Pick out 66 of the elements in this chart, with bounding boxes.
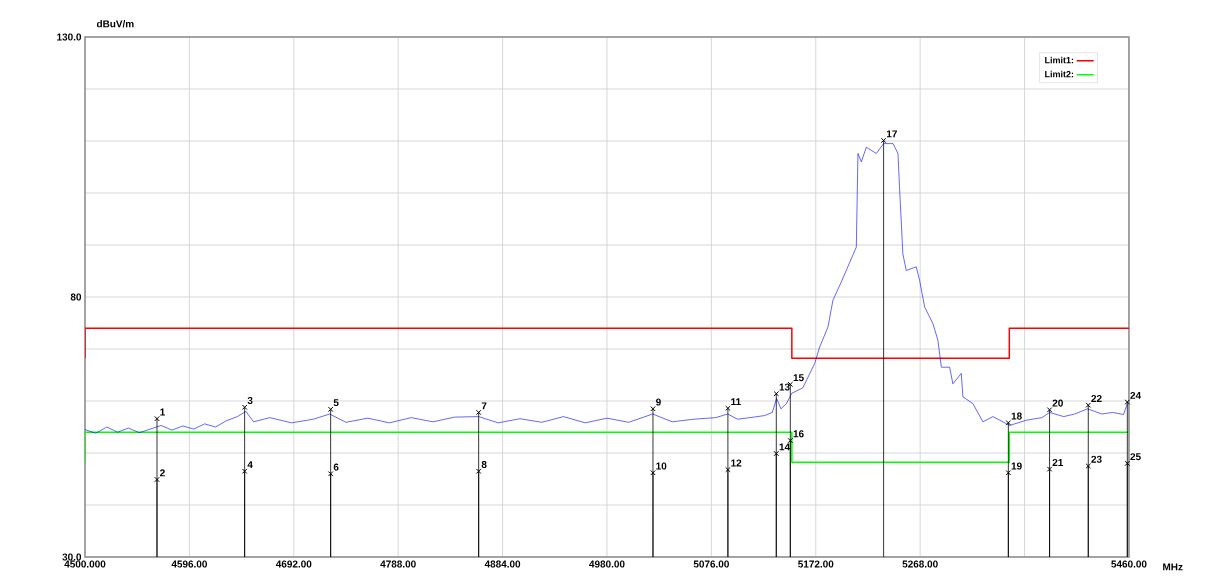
annotation: 9: [656, 398, 661, 406]
annotation: 3: [247, 396, 253, 405]
point: [327, 406, 334, 413]
point: [1005, 420, 1012, 426]
y-tick-label: 30.0: [62, 553, 82, 561]
point: [725, 466, 731, 473]
x-tick-label: 4884.00: [484, 560, 521, 568]
annotation: 6: [333, 463, 339, 471]
x-tick-label: 4500.000: [64, 560, 106, 568]
annotation: 15: [793, 374, 804, 382]
annotation: 22: [1091, 395, 1102, 402]
x-tick-label: 5460.00: [1111, 560, 1147, 568]
point: [241, 404, 248, 410]
y-axis-title: dBuV/m: [96, 20, 134, 28]
point: [241, 468, 248, 474]
legend-label: Limit2:: [1045, 70, 1074, 78]
point: [650, 470, 656, 476]
point: [327, 471, 334, 477]
annotation: 4: [247, 461, 253, 468]
point: [1085, 463, 1092, 469]
point: [475, 409, 482, 416]
annotation: 23: [1091, 455, 1102, 463]
annotation: 1: [160, 408, 165, 416]
point: [1005, 470, 1012, 476]
x-tick-label: 5076.00: [693, 560, 729, 568]
annotation: 24: [1130, 391, 1142, 399]
point: [475, 468, 482, 474]
point: [880, 137, 887, 144]
annotation: 19: [1011, 462, 1022, 470]
point: [773, 450, 780, 457]
annotation: 14: [779, 443, 791, 451]
y-tick-label: 130.0: [57, 33, 82, 41]
annotation: 5: [333, 399, 339, 407]
point: [1085, 402, 1092, 408]
x-tick-label: 4788.00: [380, 560, 416, 568]
annotation: 17: [886, 130, 897, 138]
annotation: 11: [731, 398, 741, 406]
annotation: 8: [481, 460, 487, 468]
point: [725, 405, 731, 412]
x-axis-title: MHz: [1163, 563, 1183, 571]
point: [787, 437, 794, 444]
point: [773, 390, 780, 397]
annotation: 12: [731, 459, 742, 467]
point: [650, 406, 656, 412]
x-tick-label: 4692.00: [275, 560, 312, 568]
point: [154, 476, 160, 483]
annotation: 21: [1052, 458, 1064, 466]
annotation: 13: [779, 383, 790, 391]
point: [154, 415, 160, 422]
point: [1046, 466, 1053, 472]
annotation: 18: [1011, 412, 1022, 420]
annotation: 25: [1130, 453, 1141, 461]
x-tick-label: 4596.00: [171, 560, 207, 568]
annotation: 2: [160, 469, 165, 477]
x-tick-label: 5268.00: [902, 560, 938, 568]
annotation: 10: [656, 462, 667, 470]
annotation: 20: [1052, 399, 1063, 407]
point: [1124, 460, 1131, 467]
legend-label: Limit1:: [1045, 56, 1074, 64]
point: [1124, 399, 1131, 405]
x-tick-label: 5172.00: [798, 560, 834, 568]
y-tick-label: 80: [70, 293, 82, 301]
annotation: 16: [793, 430, 804, 438]
point: [1046, 407, 1053, 413]
x-tick-label: 4980.00: [589, 560, 625, 568]
annotation: 7: [481, 402, 487, 410]
